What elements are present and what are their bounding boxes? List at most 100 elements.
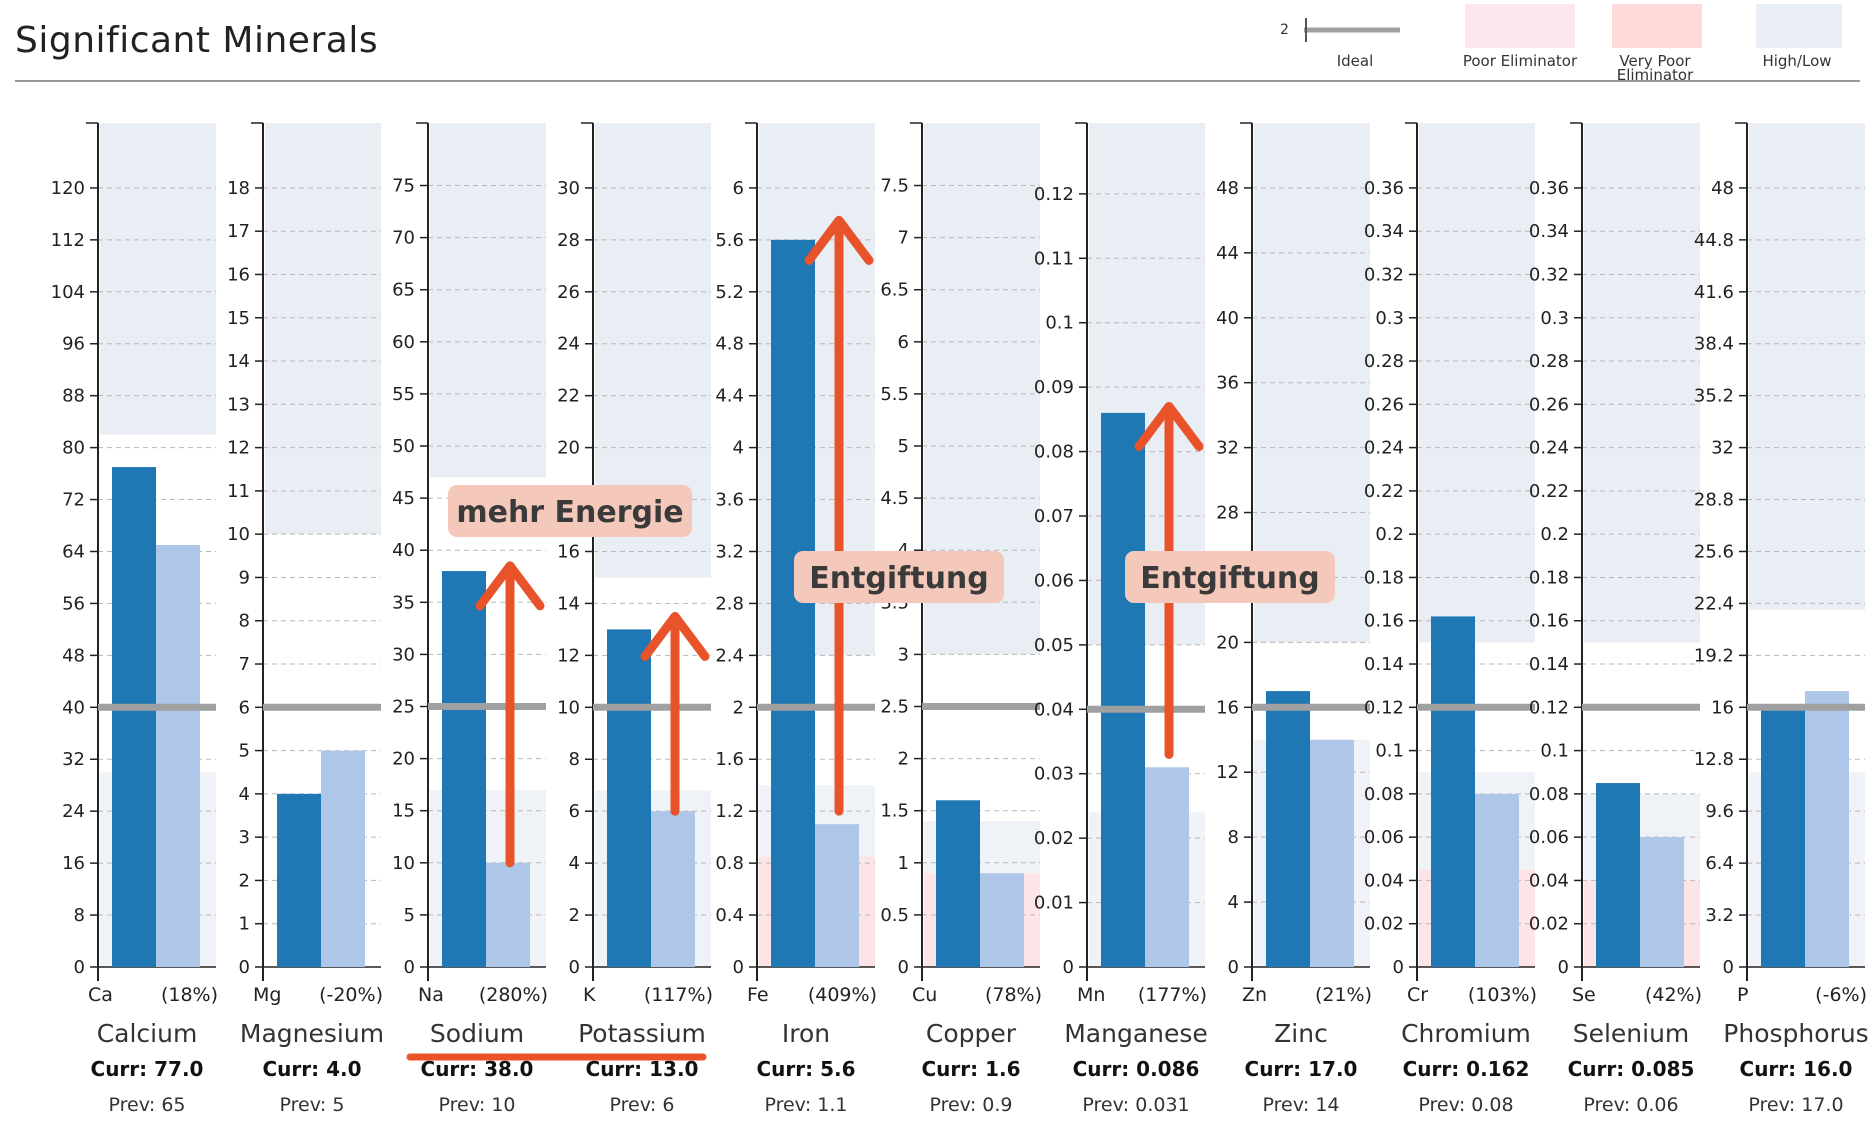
previous-value: Prev: 65	[108, 1094, 185, 1116]
y-tick-label: 38.4	[1694, 334, 1734, 355]
y-tick-label: 0.04	[1529, 870, 1569, 891]
y-tick-label: 7	[239, 654, 250, 675]
y-tick-label: 32	[1216, 438, 1239, 459]
y-tick-label: 65	[392, 280, 415, 301]
y-tick-label: 3	[898, 644, 909, 665]
high-band	[1584, 123, 1700, 643]
arrow-head	[1134, 401, 1204, 451]
y-tick-label: 40	[1216, 308, 1239, 329]
legend-poor-label: Poor Eliminator	[1462, 52, 1578, 70]
percent-change: (177%)	[1138, 984, 1207, 1006]
mineral-name: Magnesium	[240, 1019, 384, 1048]
y-tick-label: 0	[1393, 957, 1404, 978]
bar-current-cr	[1431, 616, 1475, 967]
y-tick-label: 2	[239, 870, 250, 891]
y-tick-label: 0.1	[1540, 741, 1569, 762]
y-tick-label: 20	[557, 438, 580, 459]
y-tick-label: 2	[733, 697, 744, 718]
ideal-line-icon: 2	[1280, 18, 1400, 42]
current-value: Curr: 38.0	[421, 1057, 534, 1081]
panel-k: 024681012141618202224262830K(117%)Potass…	[557, 122, 713, 1116]
mineral-name: Chromium	[1401, 1019, 1531, 1048]
previous-value: Prev: 10	[438, 1094, 515, 1116]
y-tick-label: 6	[239, 697, 250, 718]
y-tick-label: 5	[404, 905, 415, 926]
bar-previous-zn	[1310, 739, 1354, 967]
y-tick-label: 112	[51, 230, 85, 251]
bar-current-se	[1596, 783, 1640, 967]
y-tick-label: 28	[1216, 503, 1239, 524]
legend-high-low-label: High/Low	[1762, 52, 1832, 70]
current-value: Curr: 0.162	[1403, 1057, 1530, 1081]
y-tick-label: 0.18	[1364, 567, 1404, 588]
y-tick-label: 3.6	[715, 490, 744, 511]
bar-current-zn	[1266, 691, 1310, 967]
previous-value: Prev: 14	[1262, 1094, 1339, 1116]
y-tick-label: 0.26	[1364, 394, 1404, 415]
y-tick-label: 30	[557, 178, 580, 199]
previous-value: Prev: 0.031	[1082, 1094, 1189, 1116]
mineral-name: Sodium	[430, 1019, 524, 1048]
y-tick-label: 25.6	[1694, 541, 1734, 562]
y-tick-label: 0.8	[715, 853, 744, 874]
y-tick-label: 4	[733, 438, 744, 459]
y-tick-label: 26	[557, 282, 580, 303]
panel-ca: 0 8 16 24 32 40 48 56 64 72 80 88 96 104 112 120 Ca (18%)…	[51, 122, 218, 1116]
y-tick-label: 0.08	[1364, 784, 1404, 805]
callout-label: mehr Energie	[456, 495, 683, 530]
y-tick-label: 0.24	[1364, 438, 1404, 459]
very-poor-swatch	[1612, 4, 1702, 48]
title-divider	[15, 80, 1860, 82]
y-tick-label: 104	[51, 282, 85, 303]
y-tick-label: 6	[898, 332, 909, 353]
percent-change: (18%)	[161, 984, 218, 1006]
y-tick-label: 40	[392, 540, 415, 561]
y-tick-label: 45	[392, 488, 415, 509]
y-tick-label: 32	[1711, 438, 1734, 459]
y-tick-label: 0.4	[715, 905, 744, 926]
y-tick-label: 0	[1063, 957, 1074, 978]
y-tick-label: 0.28	[1529, 351, 1569, 372]
y-tick-label: 11	[227, 481, 250, 502]
legend-ideal-label: Ideal	[1336, 52, 1374, 70]
y-tick-label: 16	[557, 541, 580, 562]
y-tick-label: 0.36	[1529, 178, 1569, 199]
high-low-swatch	[1756, 4, 1842, 48]
y-tick-label: 0	[1228, 957, 1239, 978]
annotation-callout: Entgiftung	[794, 551, 1004, 603]
y-tick-label: 35	[392, 592, 415, 613]
legend-very-poor-label: Very Poor Eliminator	[1616, 52, 1694, 84]
y-tick-label: 4	[898, 540, 909, 561]
y-tick-label: 0	[898, 957, 909, 978]
mineral-name: Calcium	[97, 1019, 198, 1048]
high-band	[1749, 123, 1865, 610]
y-tick-label: 48	[1216, 178, 1239, 199]
mineral-symbol: K	[583, 984, 596, 1006]
y-tick-label: 16	[1216, 697, 1239, 718]
annotation-callout: mehr Energie	[448, 485, 692, 537]
y-tick-label: 8	[239, 611, 250, 632]
arrow-head	[640, 611, 710, 661]
y-tick-label: 0.26	[1529, 394, 1569, 415]
y-tick-label: 17	[227, 221, 250, 242]
y-tick-label: 0.02	[1529, 914, 1569, 935]
y-tick-label: 30	[392, 644, 415, 665]
y-tick-label: 0.06	[1034, 570, 1074, 591]
y-tick-label: 24	[557, 334, 580, 355]
page-title: Significant Minerals	[15, 20, 379, 61]
y-tick-label: 15	[227, 308, 250, 329]
y-tick-label: 0.04	[1364, 870, 1404, 891]
percent-change: (409%)	[808, 984, 877, 1006]
y-tick-label: 0	[733, 957, 744, 978]
y-tick-label: 9	[239, 567, 250, 588]
mineral-name: Potassium	[578, 1019, 706, 1048]
y-tick-label: 16	[227, 264, 250, 285]
callout-background	[794, 551, 1004, 603]
mineral-symbol: Na	[418, 984, 444, 1006]
legend-ideal: 2 Ideal	[1280, 4, 1430, 69]
current-value: Curr: 4.0	[262, 1057, 361, 1081]
panel-zn: 04812162024283236404448Zn(21%)ZincCurr: …	[1216, 122, 1372, 1116]
previous-value: Prev: 1.1	[764, 1094, 847, 1116]
